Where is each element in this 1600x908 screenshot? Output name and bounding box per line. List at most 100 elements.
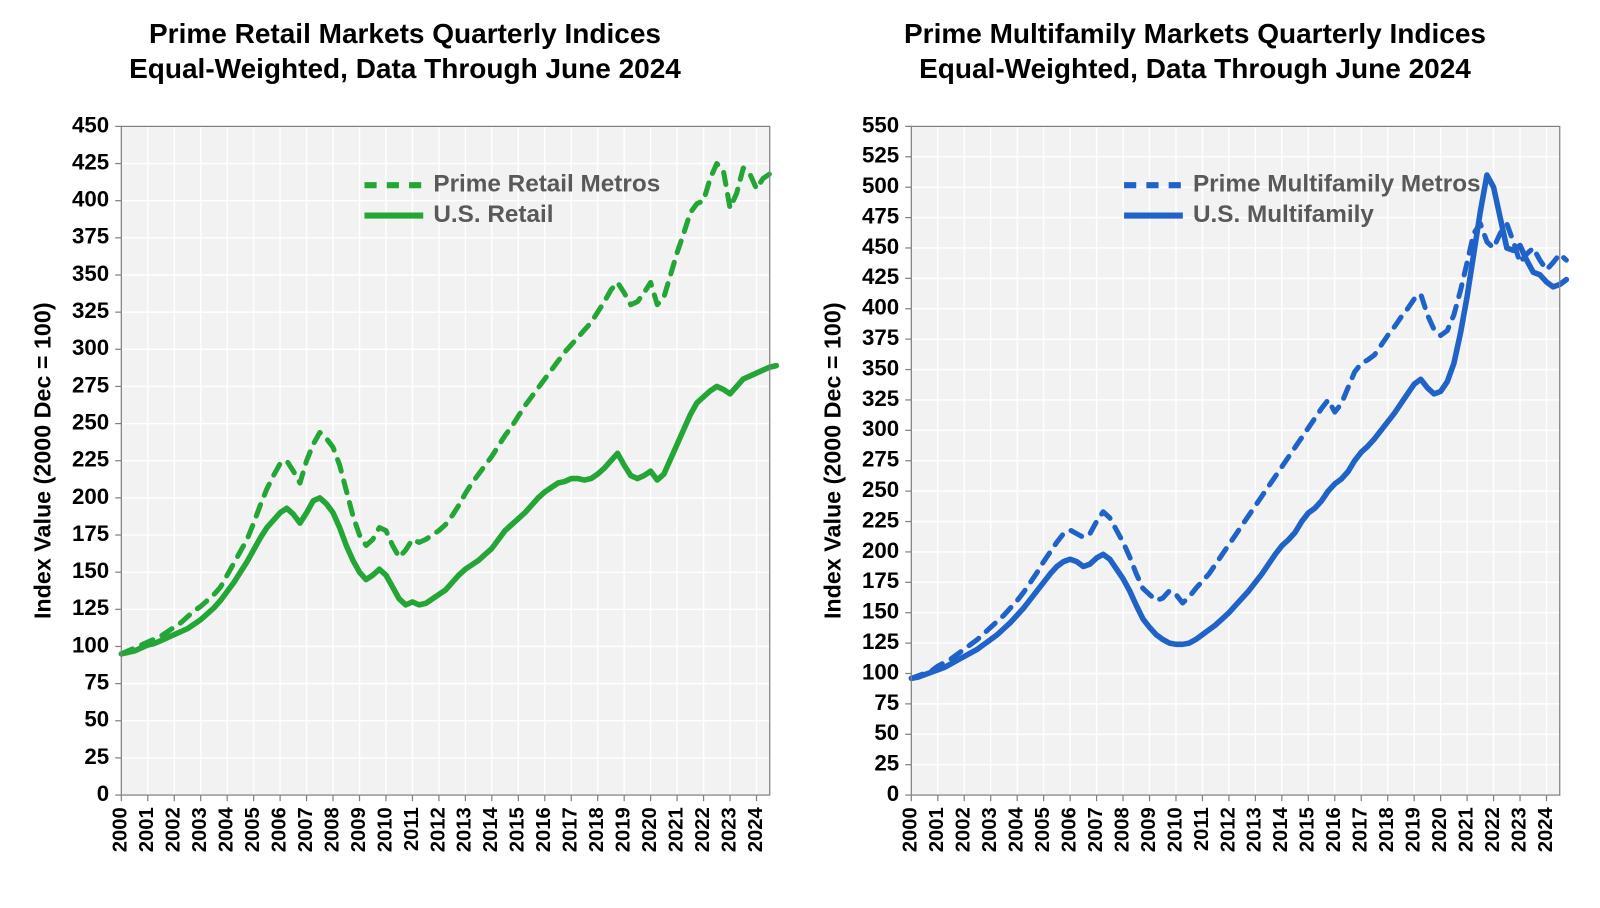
svg-text:2020: 2020 <box>1429 807 1451 852</box>
svg-text:200: 200 <box>72 484 109 509</box>
svg-text:2011: 2011 <box>1191 807 1213 851</box>
svg-text:2007: 2007 <box>295 807 317 852</box>
svg-text:2003: 2003 <box>189 807 211 852</box>
svg-text:2005: 2005 <box>242 807 264 852</box>
svg-text:2000: 2000 <box>900 807 922 852</box>
svg-text:75: 75 <box>874 690 899 715</box>
svg-text:2014: 2014 <box>1270 807 1292 853</box>
svg-text:275: 275 <box>862 447 899 472</box>
svg-text:350: 350 <box>72 261 109 286</box>
svg-text:U.S. Multifamily: U.S. Multifamily <box>1193 201 1374 228</box>
svg-text:2017: 2017 <box>560 807 582 852</box>
svg-text:0: 0 <box>97 781 109 806</box>
chart-title-retail: Prime Retail Markets Quarterly Indices E… <box>20 16 790 86</box>
svg-text:2003: 2003 <box>979 807 1001 852</box>
chart-svg-retail: 0255075100125150175200225250275300325350… <box>20 96 790 907</box>
svg-text:2023: 2023 <box>718 807 740 852</box>
svg-text:2013: 2013 <box>454 807 476 852</box>
svg-text:100: 100 <box>862 659 899 684</box>
svg-text:2014: 2014 <box>480 807 502 853</box>
svg-text:125: 125 <box>862 629 899 654</box>
svg-text:2002: 2002 <box>953 807 975 852</box>
chart-wrap-retail: 0255075100125150175200225250275300325350… <box>20 96 790 907</box>
svg-text:2001: 2001 <box>136 807 158 852</box>
svg-text:300: 300 <box>862 416 899 441</box>
svg-text:250: 250 <box>862 477 899 502</box>
svg-text:400: 400 <box>72 187 109 212</box>
svg-text:400: 400 <box>862 295 899 320</box>
svg-text:2001: 2001 <box>926 807 948 852</box>
svg-text:150: 150 <box>862 599 899 624</box>
panel-retail: Prime Retail Markets Quarterly Indices E… <box>20 10 790 898</box>
svg-text:300: 300 <box>72 335 109 360</box>
svg-text:25: 25 <box>874 751 899 776</box>
svg-text:325: 325 <box>862 386 899 411</box>
svg-text:U.S. Retail: U.S. Retail <box>433 201 553 228</box>
svg-text:50: 50 <box>84 707 109 732</box>
svg-text:450: 450 <box>72 112 109 137</box>
svg-text:425: 425 <box>862 264 899 289</box>
svg-text:100: 100 <box>72 632 109 657</box>
chart-svg-multifamily: 0 25 50 75 100 125 150 175 200 225 250 275 300 325 350… <box>810 96 1580 907</box>
svg-text:275: 275 <box>72 372 109 397</box>
svg-text:2019: 2019 <box>1403 807 1425 852</box>
svg-text:2004: 2004 <box>1006 807 1028 853</box>
svg-text:Prime Retail Metros: Prime Retail Metros <box>433 171 660 198</box>
svg-text:2010: 2010 <box>374 807 396 852</box>
svg-text:2010: 2010 <box>1164 807 1186 852</box>
svg-text:2000: 2000 <box>110 807 132 852</box>
svg-text:2023: 2023 <box>1508 807 1530 852</box>
svg-text:425: 425 <box>72 149 109 174</box>
svg-text:2024: 2024 <box>1535 807 1557 853</box>
svg-text:2018: 2018 <box>1376 807 1398 852</box>
svg-text:2016: 2016 <box>1323 807 1345 852</box>
svg-text:2007: 2007 <box>1085 807 1107 852</box>
svg-text:2011: 2011 <box>401 807 423 851</box>
svg-text:2021: 2021 <box>665 807 687 852</box>
svg-text:150: 150 <box>72 558 109 583</box>
svg-text:Index Value (2000 Dec = 100): Index Value (2000 Dec = 100) <box>819 302 845 619</box>
svg-text:2016: 2016 <box>533 807 555 852</box>
svg-text:75: 75 <box>84 670 109 695</box>
svg-text:2009: 2009 <box>1138 807 1160 852</box>
svg-text:500: 500 <box>862 173 899 198</box>
svg-text:125: 125 <box>72 595 109 620</box>
svg-text:175: 175 <box>72 521 109 546</box>
svg-text:2005: 2005 <box>1032 807 1054 852</box>
svg-text:Prime Multifamily Metros: Prime Multifamily Metros <box>1193 171 1481 198</box>
svg-text:50: 50 <box>874 720 899 745</box>
svg-text:325: 325 <box>72 298 109 323</box>
svg-text:450: 450 <box>862 234 899 259</box>
svg-text:2024: 2024 <box>745 807 767 853</box>
svg-text:250: 250 <box>72 409 109 434</box>
svg-text:2002: 2002 <box>163 807 185 852</box>
svg-text:175: 175 <box>862 568 899 593</box>
svg-text:2020: 2020 <box>639 807 661 852</box>
svg-text:375: 375 <box>862 325 899 350</box>
page: Prime Retail Markets Quarterly Indices E… <box>0 0 1600 908</box>
svg-text:525: 525 <box>862 143 899 168</box>
svg-text:0: 0 <box>887 781 899 806</box>
svg-text:550: 550 <box>862 112 899 137</box>
svg-text:2006: 2006 <box>268 807 290 852</box>
chart-title-multifamily: Prime Multifamily Markets Quarterly Indi… <box>810 16 1580 86</box>
svg-text:225: 225 <box>72 447 109 472</box>
svg-text:2015: 2015 <box>507 807 529 852</box>
svg-text:Index Value (2000 Dec = 100): Index Value (2000 Dec = 100) <box>29 302 55 619</box>
svg-text:2015: 2015 <box>1297 807 1319 852</box>
svg-text:2008: 2008 <box>321 807 343 852</box>
svg-text:225: 225 <box>862 507 899 532</box>
svg-text:2022: 2022 <box>1482 807 1504 852</box>
svg-text:2012: 2012 <box>1217 807 1239 852</box>
svg-text:2022: 2022 <box>692 807 714 852</box>
panel-multifamily: Prime Multifamily Markets Quarterly Indi… <box>810 10 1580 898</box>
svg-text:350: 350 <box>862 355 899 380</box>
svg-text:2004: 2004 <box>216 807 238 853</box>
svg-text:2008: 2008 <box>1111 807 1133 852</box>
svg-text:475: 475 <box>862 203 899 228</box>
svg-text:200: 200 <box>862 538 899 563</box>
svg-text:2019: 2019 <box>613 807 635 852</box>
svg-text:2013: 2013 <box>1244 807 1266 852</box>
svg-text:375: 375 <box>72 224 109 249</box>
svg-text:2017: 2017 <box>1350 807 1372 852</box>
